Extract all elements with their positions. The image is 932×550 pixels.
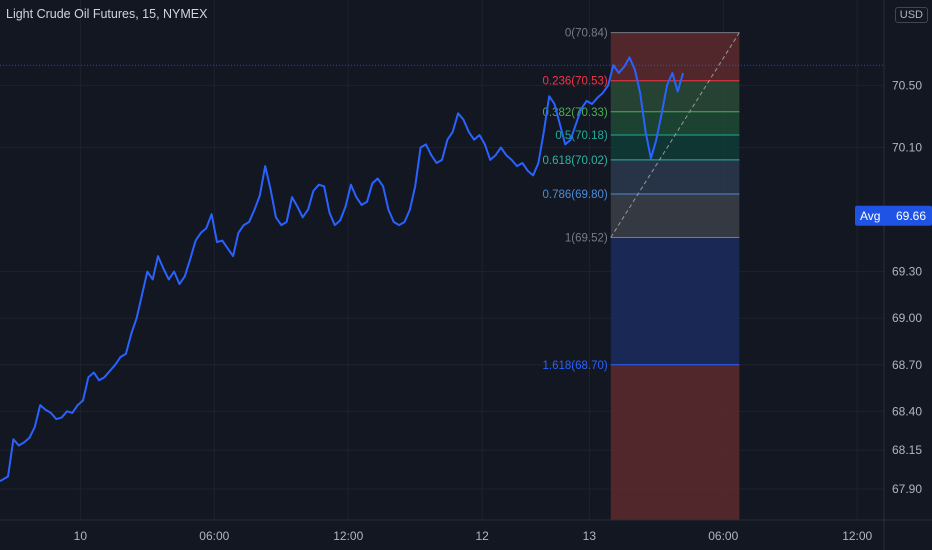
y-tick-label: 67.90 bbox=[892, 482, 922, 496]
avg-label: Avg bbox=[860, 209, 880, 223]
fib-zone bbox=[610, 364, 740, 520]
fib-level-label: 0(70.84) bbox=[565, 28, 608, 40]
series-line bbox=[0, 56, 685, 483]
fib-level-label: 0.786(69.80) bbox=[543, 189, 608, 201]
currency-button[interactable]: USD bbox=[894, 7, 928, 23]
fib-level-label: 0.382(70.33) bbox=[543, 107, 608, 119]
fib-retracement[interactable]: 0(70.84) 0.236(70.53) 0.382(70.33) 0.5(70.1… bbox=[543, 28, 740, 520]
fib-zone bbox=[610, 237, 740, 365]
x-tick-label: 12:00 bbox=[842, 529, 872, 543]
price-series bbox=[0, 56, 884, 483]
x-tick-label: 13 bbox=[583, 529, 597, 543]
avg-value: 69.66 bbox=[896, 209, 926, 223]
fib-zone bbox=[610, 159, 740, 195]
fib-level-label: 0.618(70.02) bbox=[543, 155, 608, 167]
x-tick-label: 06:00 bbox=[708, 529, 738, 543]
fib-trend-line bbox=[610, 32, 740, 238]
fib-level-label: 0.236(70.53) bbox=[543, 76, 608, 88]
y-tick-label: 70.50 bbox=[892, 78, 922, 92]
y-tick-label: 68.70 bbox=[892, 358, 922, 372]
fib-zone bbox=[610, 194, 740, 238]
y-tick-label: 69.30 bbox=[892, 265, 922, 279]
chart-title: Light Crude Oil Futures, 15, NYMEX bbox=[6, 7, 208, 21]
y-tick-label: 70.10 bbox=[892, 140, 922, 154]
y-tick-label: 69.00 bbox=[892, 311, 922, 325]
avg-badge-bg bbox=[855, 205, 932, 226]
x-tick-label: 12 bbox=[476, 529, 490, 543]
x-tick-label: 06:00 bbox=[199, 529, 229, 543]
x-tick-label: 10 bbox=[74, 529, 88, 543]
fib-level-label: 1(69.52) bbox=[565, 232, 608, 244]
x-tick-label: 12:00 bbox=[333, 529, 363, 543]
y-tick-label: 68.40 bbox=[892, 404, 922, 418]
fib-zone bbox=[610, 111, 740, 136]
fib-level-label: 0.5(70.18) bbox=[555, 130, 608, 142]
grid bbox=[0, 0, 884, 520]
fib-zone bbox=[610, 32, 740, 81]
fib-zone bbox=[610, 135, 740, 160]
fib-level-label: 1.618(68.70) bbox=[543, 360, 608, 372]
y-tick-label: 68.15 bbox=[892, 443, 922, 457]
